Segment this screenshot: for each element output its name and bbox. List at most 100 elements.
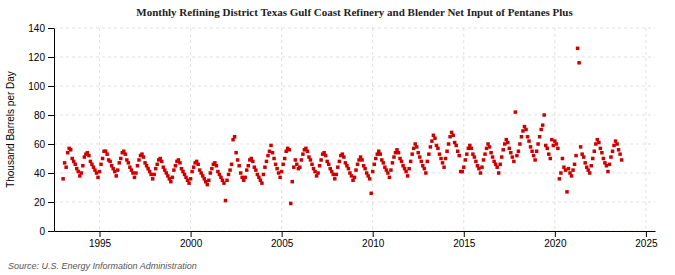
point <box>306 150 310 154</box>
point <box>506 141 510 145</box>
grid-line <box>54 86 655 87</box>
point <box>61 177 65 181</box>
point <box>520 135 524 139</box>
point <box>594 142 598 146</box>
tick-mark <box>48 173 54 174</box>
grid-line <box>54 173 655 174</box>
tick-label: 60 <box>34 139 46 150</box>
point <box>518 142 522 146</box>
point <box>298 165 302 169</box>
point <box>397 151 401 155</box>
point <box>292 165 296 169</box>
point <box>489 151 493 155</box>
point <box>515 154 519 158</box>
point <box>277 171 281 175</box>
tick-label: 140 <box>28 23 45 34</box>
point <box>227 173 231 177</box>
point <box>272 157 276 161</box>
point <box>263 165 267 169</box>
point <box>391 161 395 165</box>
point <box>368 177 372 181</box>
tick-mark <box>464 231 465 237</box>
point <box>137 158 141 162</box>
point <box>473 155 477 159</box>
point <box>281 163 285 167</box>
point <box>529 145 533 149</box>
point <box>338 160 342 164</box>
point <box>612 144 616 148</box>
tick-label: 0 <box>39 226 45 237</box>
grid-line <box>554 28 555 231</box>
tick-mark <box>48 86 54 87</box>
points <box>61 47 623 206</box>
point <box>571 168 575 172</box>
point <box>576 47 580 51</box>
point <box>371 170 375 174</box>
point <box>541 123 545 127</box>
point <box>215 164 219 168</box>
point <box>497 171 501 175</box>
point <box>427 152 431 156</box>
point <box>561 157 565 161</box>
grid-line <box>54 57 655 58</box>
point <box>333 177 337 181</box>
point <box>536 142 540 146</box>
point <box>410 152 414 156</box>
point <box>274 163 278 167</box>
point <box>209 171 213 175</box>
point <box>412 147 416 151</box>
point <box>588 171 592 175</box>
point <box>545 147 549 151</box>
point <box>189 177 193 181</box>
title: Monthly Refining District Texas Gulf Coa… <box>136 6 573 18</box>
point <box>406 174 410 178</box>
point <box>372 163 376 167</box>
point <box>127 161 131 165</box>
point <box>454 144 458 148</box>
point <box>404 170 408 174</box>
point <box>511 155 515 159</box>
point <box>269 144 273 148</box>
point <box>430 139 434 143</box>
point <box>69 148 73 152</box>
point <box>424 171 428 175</box>
point <box>392 155 396 159</box>
point <box>190 170 194 174</box>
point <box>436 147 440 151</box>
point <box>461 170 465 174</box>
point <box>336 165 340 169</box>
point <box>187 181 191 185</box>
point <box>567 167 571 171</box>
grid-line <box>645 28 646 231</box>
point <box>301 152 305 156</box>
point <box>441 161 445 165</box>
point <box>96 176 100 180</box>
tick-mark <box>48 202 54 203</box>
point <box>620 158 624 162</box>
point <box>294 158 298 162</box>
point <box>615 142 619 146</box>
point <box>439 157 443 161</box>
point <box>582 155 586 159</box>
point <box>547 152 551 156</box>
point <box>113 170 117 174</box>
point <box>527 139 531 143</box>
point <box>501 148 505 152</box>
point <box>438 152 442 156</box>
point <box>300 158 304 162</box>
axis-line <box>54 29 55 232</box>
point <box>591 157 595 161</box>
point <box>169 180 173 184</box>
point <box>283 157 287 161</box>
point <box>556 147 560 151</box>
tick-mark <box>48 115 54 116</box>
point <box>448 135 452 139</box>
point <box>433 136 437 140</box>
tick-label: 2015 <box>453 238 476 249</box>
point <box>382 161 386 165</box>
tick-mark <box>100 231 101 237</box>
point <box>564 168 568 172</box>
point <box>369 192 373 196</box>
point <box>262 173 266 177</box>
point <box>295 163 299 167</box>
